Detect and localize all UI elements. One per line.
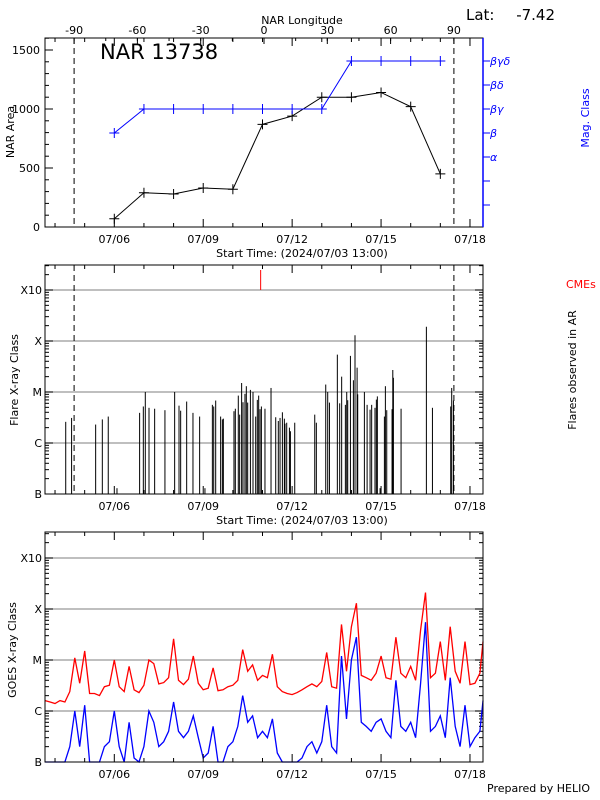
x-tick-label: 07/12: [276, 500, 308, 513]
area-data-point: [405, 101, 416, 112]
y-tick-label: C: [34, 705, 42, 718]
area-data-point: [435, 168, 446, 179]
longitude-tick-label: -30: [192, 24, 210, 37]
y-tick-label: 1000: [12, 103, 40, 116]
plot-frame: [44, 531, 484, 763]
mag-class-data-point: [227, 104, 238, 114]
panel-flares: B C M X X10 07/06 07/09 07/12 07/15 07/18: [20, 264, 486, 513]
mag-class-data-point: [287, 104, 298, 114]
lat-value: -7.42: [516, 6, 555, 24]
area-data-point: [316, 92, 327, 103]
x-tick-label: 07/09: [187, 500, 219, 513]
mag-class-tick-label: βγδ: [489, 55, 511, 68]
area-data-point: [109, 213, 120, 224]
goes-short-channel-line: [45, 622, 484, 764]
cme-legend-label: CMEs: [566, 278, 596, 291]
mag-class-tick-label: βγ: [489, 103, 504, 116]
x-tick-label: 07/09: [187, 233, 219, 246]
y-tick-label: B: [34, 488, 42, 501]
area-data-point: [257, 119, 268, 130]
y-tick-label: 0: [33, 221, 40, 234]
y-axis-label-flare-class: Flare X-ray Class: [8, 334, 21, 426]
chart-title: NAR 13738: [100, 40, 218, 64]
mag-class-data-point: [198, 104, 209, 114]
y2-axis-label-flares-observed: Flares observed in AR: [566, 310, 579, 430]
x-tick-label: 07/15: [365, 500, 397, 513]
mag-class-data-point: [316, 104, 327, 114]
x-axis-label-1: Start Time: (2024/07/03 13:00): [216, 247, 388, 260]
credit-text: Prepared by HELIO: [487, 782, 590, 795]
y-tick-label: C: [34, 437, 42, 450]
y-tick-label: X: [34, 335, 42, 348]
x-tick-label: 07/18: [454, 768, 486, 781]
y-tick-label: M: [33, 654, 43, 667]
longitude-tick-label: 0: [261, 24, 268, 37]
x-tick-label: 07/12: [276, 233, 308, 246]
mag-class-tick-label: α: [490, 151, 498, 164]
y-tick-label: 1500: [12, 44, 40, 57]
area-data-point: [376, 87, 387, 98]
y-axis-label-area: NAR Area: [4, 106, 17, 158]
mag-class-data-point: [346, 56, 357, 66]
x-tick-label: 07/06: [98, 233, 130, 246]
area-data-point: [168, 188, 179, 199]
x-tick-label: 07/15: [365, 233, 397, 246]
x-tick-label: 07/12: [276, 768, 308, 781]
mag-class-data-point: [435, 56, 446, 66]
mag-class-data-point: [405, 56, 416, 66]
lat-label: Lat:: [466, 6, 494, 24]
y2-axis-label-mag-class: Mag. Class: [579, 88, 592, 147]
mag-class-data-point: [138, 104, 149, 114]
mag-class-data-point: [109, 128, 120, 138]
mag-class-data-point: [376, 56, 387, 66]
y-axis-label-goes-class: GOES X-ray Class: [6, 602, 19, 698]
y-tick-label: M: [33, 386, 43, 399]
longitude-tick-label: -90: [65, 24, 83, 37]
area-data-point: [227, 184, 238, 195]
mag-class-data-point: [257, 104, 268, 114]
area-series-line: [113, 91, 441, 220]
panel-goes-flux: B C M X X10 07/06 07/09 07/12 07/15 07/18: [20, 531, 486, 781]
x-tick-label: 07/06: [98, 768, 130, 781]
x-tick-label: 07/06: [98, 500, 130, 513]
y-tick-label: X10: [20, 552, 42, 565]
longitude-tick-label: -60: [128, 24, 146, 37]
area-data-point: [198, 183, 209, 194]
y-tick-label: B: [34, 756, 42, 769]
area-data-point: [138, 187, 149, 198]
plot-frame: [44, 264, 484, 495]
y-tick-label: X10: [20, 284, 42, 297]
x-axis-label-2: Start Time: (2024/07/03 13:00): [216, 514, 388, 527]
mag-class-data-point: [168, 104, 179, 114]
x-tick-label: 07/09: [187, 768, 219, 781]
panel-nar-area: -90 -60 -30 0 30 60 90 0 500 1000 1500 αβ βγ βδ βγδ 07/…: [12, 24, 511, 246]
longitude-tick-label: 30: [320, 24, 334, 37]
longitude-tick-label: 60: [384, 24, 398, 37]
y-tick-label: X: [34, 603, 42, 616]
area-data-point: [346, 92, 357, 103]
y-tick-label: 500: [19, 162, 40, 175]
top-axis-label: NAR Longitude: [261, 14, 343, 27]
x-tick-label: 07/18: [454, 500, 486, 513]
goes-long-channel-line: [44, 592, 484, 705]
longitude-tick-label: 90: [447, 24, 461, 37]
mag-class-tick-label: βδ: [489, 79, 504, 92]
x-tick-label: 07/18: [454, 233, 486, 246]
mag-class-tick-label: β: [489, 127, 497, 140]
x-tick-label: 07/15: [365, 768, 397, 781]
